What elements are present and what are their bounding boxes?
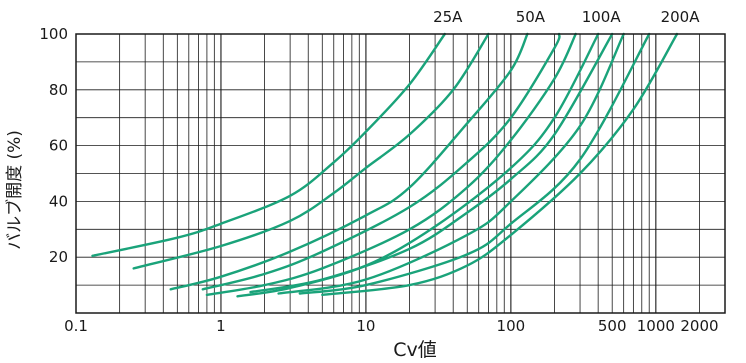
series-label: 100A [582,8,622,26]
series-line-4 [201,32,561,291]
series-line-8 [277,32,625,295]
series-label: 200A [661,8,701,26]
tick-labels: 0.1 1 10 100 500 1000 2000 20 40 60 80 100 [39,25,718,335]
x-tick-label: 0.1 [64,317,88,335]
series-label: 50A [516,8,546,26]
series-line-9 [298,32,651,295]
series-labels: 25A 50A 100A 200A [433,8,700,26]
x-tick-label: 10 [356,317,375,335]
y-axis-title: バルブ開度 (%) [4,130,25,250]
series-curves [91,32,679,298]
y-tick-label: 100 [39,25,68,43]
series-line-2 [132,32,490,270]
plot-frame [75,33,726,314]
y-tick-label: 20 [49,248,68,266]
x-tick-label: 1 [216,317,226,335]
series-line-6 [236,32,600,298]
x-tick-label: 1000 [637,317,675,335]
series-line-3 [169,32,529,291]
y-tick-label: 60 [49,137,68,155]
series-line-5 [205,32,577,297]
x-tick-label: 500 [598,317,627,335]
series-line-10 [321,32,679,297]
y-tick-label: 80 [49,81,68,99]
x-axis-title: Cv値 [393,339,437,361]
x-tick-label: 2000 [680,317,718,335]
y-tick-label: 40 [49,192,68,210]
series-line-7 [249,32,614,294]
series-label: 25A [433,8,463,26]
x-tick-label: 100 [497,317,526,335]
series-line-1 [91,32,446,257]
